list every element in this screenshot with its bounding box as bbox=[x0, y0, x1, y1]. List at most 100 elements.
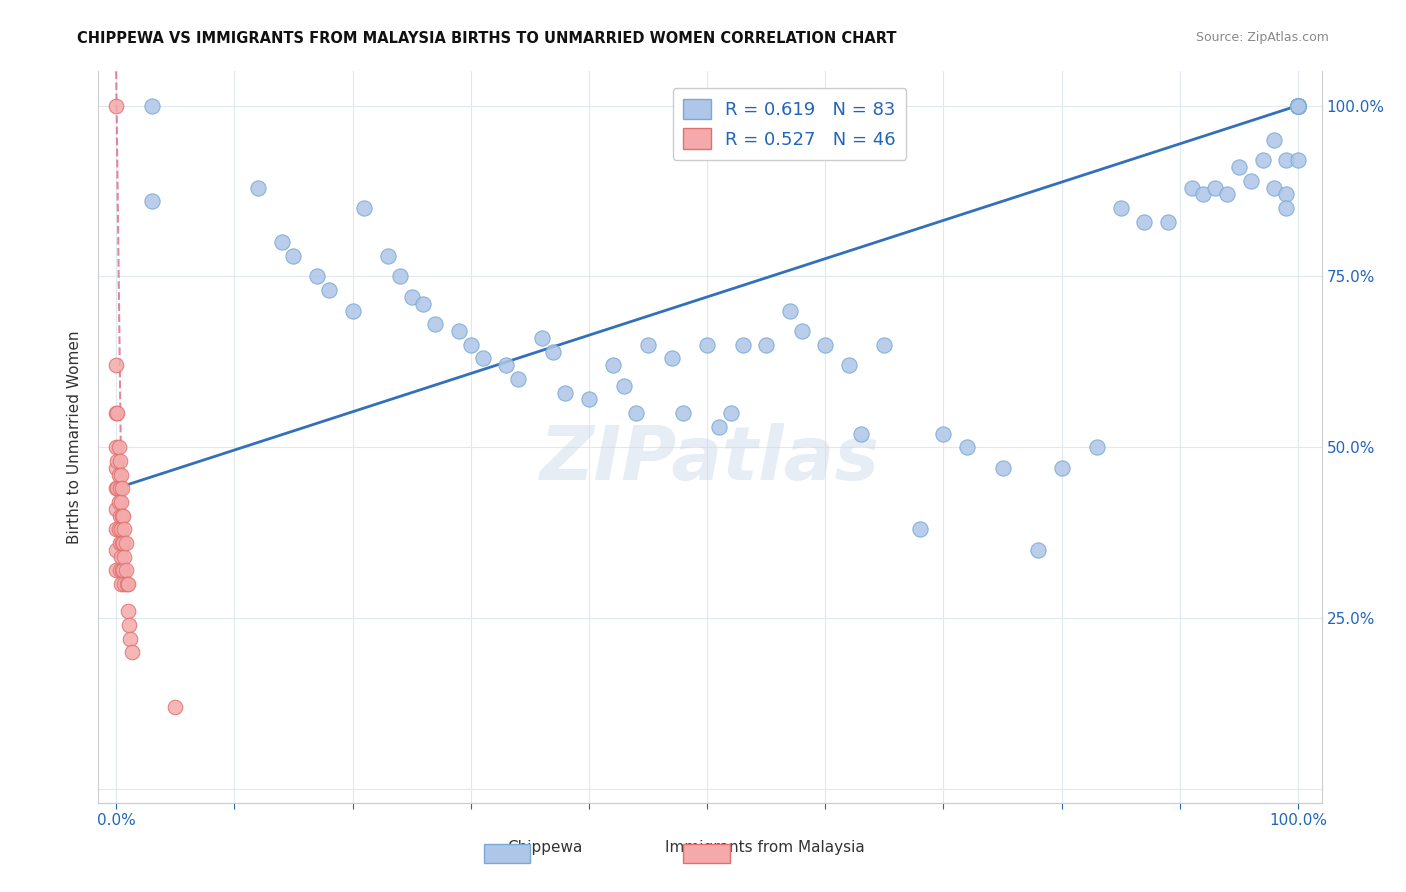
Point bbox=[1286, 98, 1309, 112]
Text: Immigrants from Malaysia: Immigrants from Malaysia bbox=[665, 840, 865, 855]
Point bbox=[108, 563, 131, 577]
Point bbox=[246, 180, 269, 194]
Point bbox=[318, 283, 340, 297]
Point bbox=[110, 495, 132, 509]
Point bbox=[1286, 98, 1309, 112]
Point bbox=[873, 338, 896, 352]
Point bbox=[755, 338, 778, 352]
Point bbox=[720, 406, 742, 420]
Point bbox=[105, 406, 128, 420]
Point bbox=[270, 235, 292, 250]
Point bbox=[105, 454, 128, 468]
Point bbox=[1286, 98, 1309, 112]
Point bbox=[108, 481, 131, 495]
Point bbox=[624, 406, 647, 420]
Point bbox=[121, 645, 143, 659]
Point bbox=[838, 359, 860, 373]
Point bbox=[554, 385, 576, 400]
Point bbox=[661, 351, 683, 366]
Point bbox=[425, 318, 447, 332]
Point bbox=[342, 303, 364, 318]
FancyBboxPatch shape bbox=[683, 845, 730, 863]
Point bbox=[1240, 174, 1263, 188]
Point bbox=[114, 536, 136, 550]
Point bbox=[495, 359, 517, 373]
Point bbox=[543, 344, 565, 359]
Legend: R = 0.619   N = 83, R = 0.527   N = 46: R = 0.619 N = 83, R = 0.527 N = 46 bbox=[672, 87, 907, 160]
Point bbox=[1181, 180, 1204, 194]
Point bbox=[1251, 153, 1274, 168]
Point bbox=[1216, 187, 1239, 202]
Point bbox=[107, 522, 129, 536]
Point bbox=[1286, 98, 1309, 112]
Point bbox=[117, 604, 139, 618]
Point bbox=[1286, 98, 1309, 112]
Point bbox=[1275, 201, 1298, 215]
Point bbox=[412, 297, 434, 311]
Point bbox=[105, 501, 128, 516]
Point bbox=[114, 563, 136, 577]
Point bbox=[1275, 153, 1298, 168]
Point bbox=[1085, 440, 1108, 454]
Point bbox=[637, 338, 659, 352]
Point bbox=[105, 563, 128, 577]
Point bbox=[108, 454, 131, 468]
Point bbox=[849, 426, 872, 441]
Text: ZIPatlas: ZIPatlas bbox=[540, 423, 880, 496]
Point bbox=[110, 467, 132, 482]
Point bbox=[790, 324, 813, 338]
Point bbox=[105, 440, 128, 454]
Point bbox=[111, 481, 134, 495]
Point bbox=[111, 563, 134, 577]
Point bbox=[388, 269, 411, 284]
Point bbox=[112, 536, 135, 550]
Point bbox=[1286, 98, 1309, 112]
Point bbox=[1286, 98, 1309, 112]
Point bbox=[165, 700, 187, 714]
Point bbox=[1133, 215, 1156, 229]
Point bbox=[108, 536, 131, 550]
Point bbox=[107, 495, 129, 509]
Point bbox=[1227, 160, 1250, 174]
Point bbox=[1286, 98, 1309, 112]
Text: CHIPPEWA VS IMMIGRANTS FROM MALAYSIA BIRTHS TO UNMARRIED WOMEN CORRELATION CHART: CHIPPEWA VS IMMIGRANTS FROM MALAYSIA BIR… bbox=[77, 31, 897, 46]
Point bbox=[112, 577, 135, 591]
Point bbox=[696, 338, 718, 352]
Y-axis label: Births to Unmarried Women: Births to Unmarried Women bbox=[67, 330, 83, 544]
Point bbox=[672, 406, 695, 420]
Point bbox=[602, 359, 624, 373]
Point bbox=[117, 577, 139, 591]
Point bbox=[105, 98, 128, 112]
Point bbox=[1286, 98, 1309, 112]
Point bbox=[105, 359, 128, 373]
Point bbox=[460, 338, 482, 352]
Point bbox=[107, 467, 129, 482]
Point bbox=[401, 290, 423, 304]
Point bbox=[112, 563, 135, 577]
Point bbox=[105, 481, 128, 495]
Point bbox=[956, 440, 979, 454]
Point bbox=[111, 508, 134, 523]
Point bbox=[111, 536, 134, 550]
Point bbox=[1286, 98, 1309, 112]
Point bbox=[1109, 201, 1132, 215]
Point bbox=[283, 249, 305, 263]
Point bbox=[110, 577, 132, 591]
Point bbox=[1263, 133, 1285, 147]
Point bbox=[530, 331, 553, 345]
Point bbox=[1263, 180, 1285, 194]
Point bbox=[578, 392, 600, 407]
Point bbox=[1286, 98, 1309, 112]
Point bbox=[107, 440, 129, 454]
Point bbox=[1286, 153, 1309, 168]
Point bbox=[120, 632, 142, 646]
Point bbox=[1286, 98, 1309, 112]
Point bbox=[731, 338, 754, 352]
Point bbox=[506, 372, 529, 386]
Point bbox=[141, 194, 163, 209]
Point bbox=[108, 508, 131, 523]
Point bbox=[110, 522, 132, 536]
Point bbox=[353, 201, 375, 215]
Point bbox=[1026, 542, 1049, 557]
FancyBboxPatch shape bbox=[484, 845, 530, 863]
